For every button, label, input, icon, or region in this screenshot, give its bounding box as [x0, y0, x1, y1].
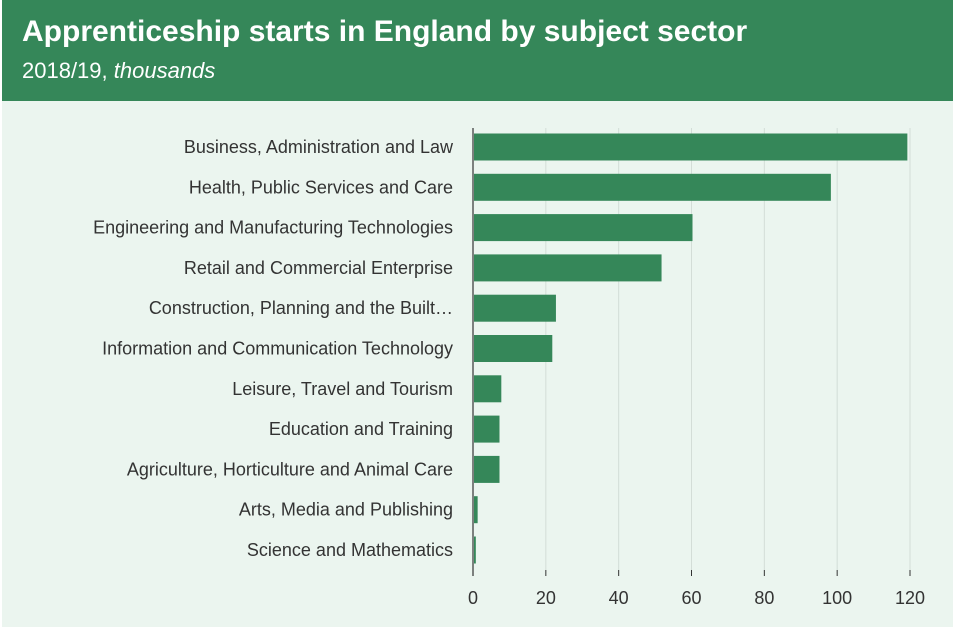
bar [474, 455, 500, 483]
x-axis: 0 20 40 60 80 100 120 [468, 128, 925, 608]
x-tick-label: 40 [609, 588, 629, 608]
subtitle-year: 2018/19, [22, 58, 108, 83]
category-label: Leisure, Travel and Tourism [232, 379, 453, 399]
bar [474, 214, 693, 242]
chart-subtitle: 2018/19, thousands [22, 56, 215, 86]
category-label: Information and Communication Technology [102, 339, 453, 359]
category-label: Arts, Media and Publishing [239, 500, 453, 520]
x-tick-label: 60 [681, 588, 701, 608]
chart-title: Apprenticeship starts in England by subj… [22, 15, 748, 48]
category-label: Engineering and Manufacturing Technologi… [93, 218, 453, 238]
category-label: Agriculture, Horticulture and Animal Car… [127, 459, 453, 479]
category-label: Education and Training [269, 419, 453, 439]
bar [474, 375, 502, 403]
x-tick-label: 80 [754, 588, 774, 608]
category-label: Science and Mathematics [247, 540, 453, 560]
subtitle-units: thousands [113, 58, 216, 83]
x-tick-label: 100 [822, 588, 852, 608]
bar [474, 496, 478, 524]
bar [474, 173, 831, 201]
category-labels: Business, Administration and Law Health, … [93, 137, 454, 560]
x-tick-label: 0 [468, 588, 478, 608]
bar [474, 133, 908, 161]
category-label: Health, Public Services and Care [189, 177, 453, 197]
x-tick-label: 120 [895, 588, 925, 608]
x-tick-label: 20 [536, 588, 556, 608]
bar [474, 536, 476, 564]
bar [474, 254, 662, 282]
bar [474, 294, 556, 322]
category-label: Construction, Planning and the Built… [149, 298, 453, 318]
bar [474, 335, 553, 362]
category-label: Business, Administration and Law [184, 137, 454, 157]
bars [474, 133, 908, 564]
chart-header: Apprenticeship starts in England by subj… [2, 0, 953, 101]
bar [474, 415, 500, 443]
category-label: Retail and Commercial Enterprise [184, 258, 453, 278]
